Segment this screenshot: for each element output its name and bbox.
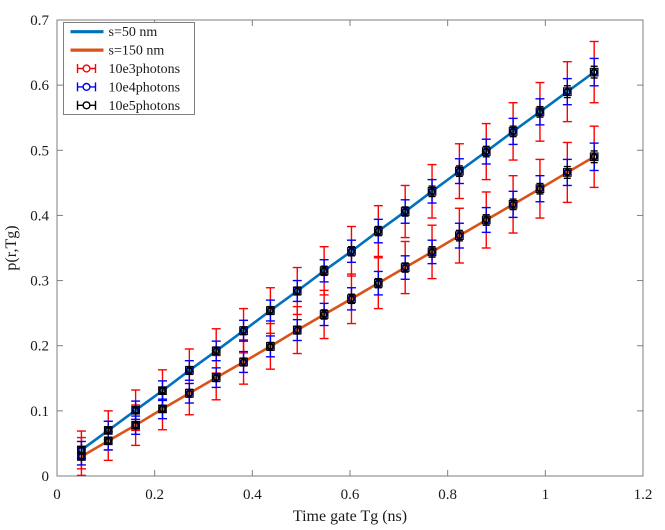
marker-10e5photons	[427, 247, 437, 257]
marker-10e5photons	[481, 215, 491, 225]
marker-10e5photons	[211, 373, 221, 382]
legend-entry: s=150 nm	[70, 44, 165, 59]
y-tick-label: 0	[42, 469, 50, 485]
x-tick-label: 1	[542, 487, 550, 503]
marker-10e5photons	[508, 127, 518, 136]
legend-label: 10e4photons	[109, 80, 181, 95]
marker-10e5photons	[292, 325, 302, 335]
y-tick-label: 0.3	[30, 274, 49, 290]
x-tick-label: 0.8	[438, 487, 457, 503]
legend-label: 10e3photons	[109, 62, 181, 77]
marker-10e5photons	[455, 166, 464, 176]
y-tick-label: 0.2	[30, 339, 49, 355]
marker-10e5photons	[589, 152, 599, 162]
marker-10e5photons	[239, 357, 248, 367]
marker-10e5photons	[131, 420, 140, 430]
legend-label: 10e5photons	[109, 99, 181, 114]
x-axis-label: Time gate Tg (ns)	[293, 508, 407, 525]
x-tick-label: 0	[53, 487, 61, 503]
marker-10e5photons	[184, 388, 194, 398]
legend-label: s=50 nm	[109, 25, 158, 40]
marker-10e5photons	[211, 346, 221, 356]
marker-10e5photons	[508, 200, 518, 209]
marker-10e5photons	[347, 246, 356, 256]
x-tick-label: 1.2	[634, 487, 653, 503]
marker-10e5photons	[481, 147, 491, 156]
marker-10e5photons	[562, 168, 572, 177]
marker-10e5photons	[535, 107, 545, 117]
marker-10e5photons	[400, 207, 410, 216]
y-tick-label: 0.1	[30, 404, 49, 420]
x-tick-label: 0.4	[243, 487, 262, 503]
marker-10e5photons	[266, 306, 275, 315]
marker-10e5photons	[562, 87, 572, 97]
marker-10e5photons	[319, 266, 329, 276]
marker-10e5photons	[589, 67, 599, 77]
marker-10e5photons	[373, 226, 383, 236]
marker-10e5photons	[373, 278, 383, 288]
marker-10e5photons	[103, 436, 113, 446]
marker-10e5photons	[292, 286, 302, 296]
legend-errorbar-swatch	[76, 100, 97, 110]
marker-10e5photons	[266, 342, 275, 351]
marker-10e5photons	[400, 263, 410, 272]
series-line-s-150-nm	[80, 155, 595, 458]
legend: s=50 nm s=150 nm 10e3photons 10e4photons 10e…	[63, 22, 195, 115]
y-axis-label: p(r,Tg)	[3, 225, 20, 270]
x-tick-label: 0.6	[341, 487, 360, 503]
legend-entry: 10e3photons	[76, 62, 181, 77]
y-tick-label: 0.6	[30, 78, 49, 94]
marker-10e5photons	[347, 294, 356, 304]
legend-entry: 10e5photons	[76, 99, 181, 114]
marker-10e5photons	[184, 366, 194, 375]
legend-entry: 10e4photons	[76, 80, 181, 95]
marker-10e5photons	[239, 326, 248, 336]
marker-10e5photons	[77, 452, 86, 461]
marker-10e5photons	[131, 405, 140, 415]
series-line-s-50-nm	[80, 71, 595, 451]
marker-10e5photons	[455, 231, 464, 240]
marker-10e5photons	[319, 310, 329, 319]
marker-10e5photons	[158, 404, 167, 414]
legend-label: s=150 nm	[109, 44, 165, 59]
marker-10e5photons	[427, 186, 437, 196]
marker-10e5photons	[535, 184, 545, 194]
legend-entry: s=50 nm	[70, 25, 158, 40]
marker-10e5photons	[158, 386, 167, 396]
y-tick-label: 0.4	[30, 208, 49, 224]
x-tick-label: 0.2	[145, 487, 164, 503]
legend-errorbar-swatch	[76, 64, 97, 73]
marker-10e5photons	[103, 426, 113, 435]
legend-errorbar-swatch	[76, 82, 97, 92]
y-tick-label: 0.5	[30, 143, 49, 159]
y-tick-label: 0.7	[30, 13, 49, 29]
